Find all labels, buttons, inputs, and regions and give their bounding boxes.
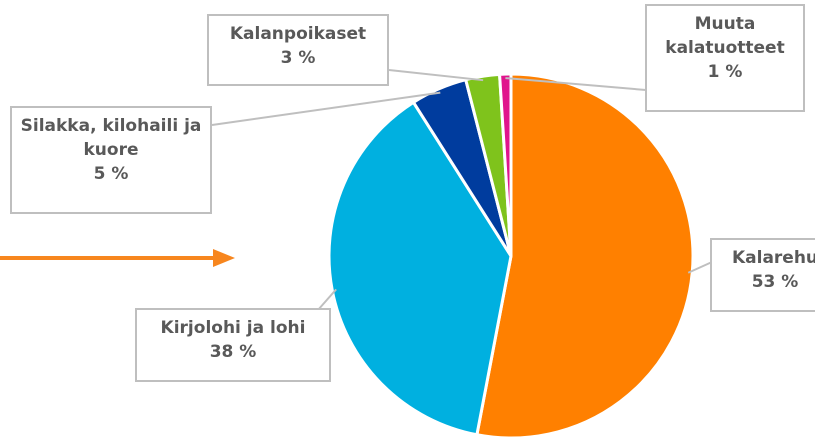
label-value: 38 % (209, 342, 257, 362)
data-label: Kalarehu 53 % (710, 238, 815, 312)
label-value: 1 % (707, 62, 743, 82)
arrow-head (213, 249, 235, 267)
leader-line (505, 77, 647, 91)
label-name: Kalarehu (731, 248, 815, 268)
pie-slice (475, 72, 695, 437)
pie-slice (497, 72, 513, 257)
label-value: 3 % (280, 48, 316, 68)
label-name: Muuta kalatuotteet (665, 14, 785, 58)
leader-line (687, 261, 713, 274)
label-value: 5 % (93, 164, 129, 184)
leader-line (211, 91, 441, 126)
label-name: Kirjolohi ja lohi (160, 318, 306, 338)
leader-line (388, 69, 484, 82)
label-name: Kalanpoikaset (229, 24, 367, 44)
data-label: Silakka, kilohaili ja kuore 5 % (10, 106, 212, 214)
label-value: 53 % (751, 272, 799, 292)
leader-line (317, 288, 337, 311)
data-label: Kirjolohi ja lohi 38 % (135, 308, 331, 382)
data-label: Muuta kalatuotteet 1 % (645, 4, 805, 112)
label-name: Silakka, kilohaili ja kuore (20, 116, 202, 160)
data-label: Kalanpoikaset 3 % (207, 14, 389, 86)
